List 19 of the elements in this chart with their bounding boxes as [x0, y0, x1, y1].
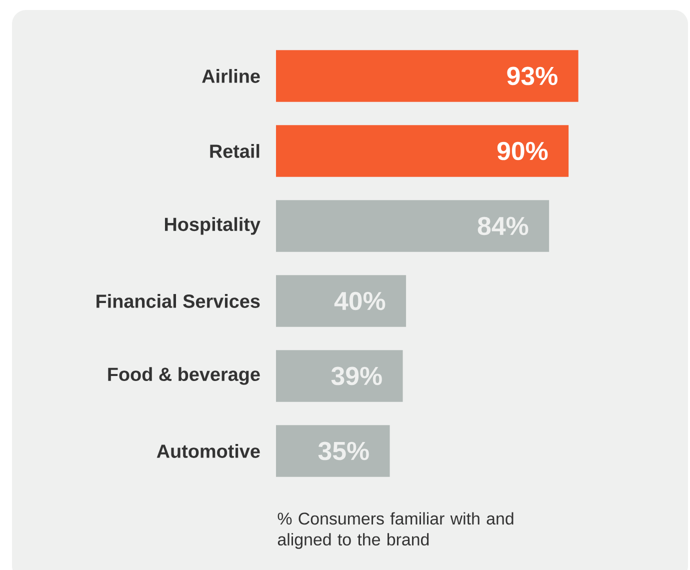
bar: [276, 125, 569, 177]
bar: [276, 50, 578, 102]
y-tick-label: Financial Services: [96, 294, 260, 308]
y-tick-label: Food & beverage: [108, 367, 260, 385]
data-label: 84%: [478, 216, 528, 236]
bar: [276, 275, 406, 327]
data-label: 93%: [507, 66, 558, 86]
bar: [276, 350, 403, 402]
y-tick-label: Airline: [202, 69, 260, 83]
text: % Consumers familiar with and aligned to the brand: [278, 512, 514, 549]
data-label: 39%: [331, 366, 382, 386]
y-tick-label: Automotive: [156, 444, 260, 458]
data-label: 40%: [334, 292, 386, 310]
bar: [276, 425, 390, 477]
y-tick-label: Hospitality: [164, 217, 260, 235]
data-label: 35%: [318, 442, 369, 460]
y-tick-label: Retail: [210, 144, 260, 158]
data-label: 90%: [497, 142, 548, 160]
bar: [276, 200, 550, 252]
